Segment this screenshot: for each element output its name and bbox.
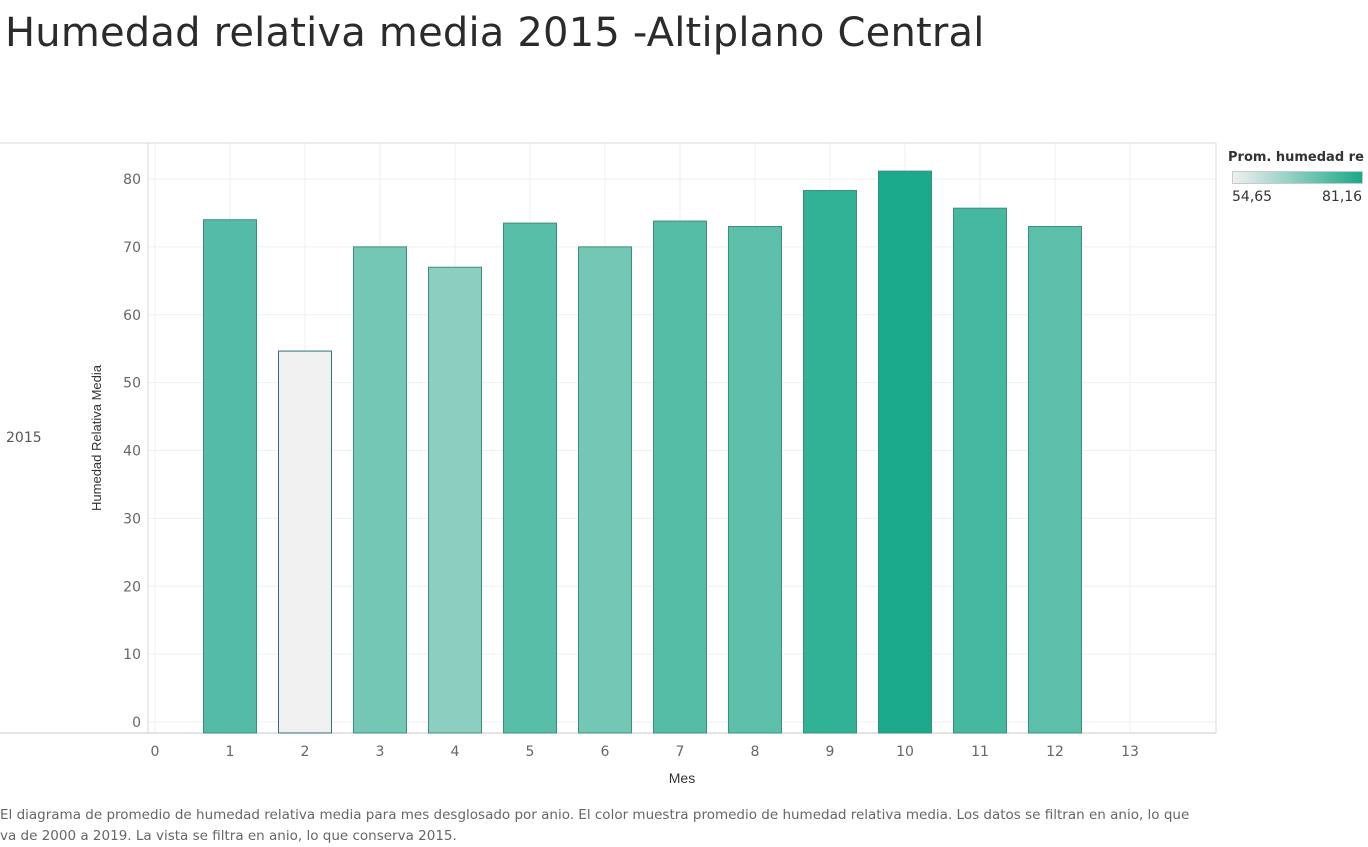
x-tick-label: 8 (751, 744, 760, 760)
x-tick-labels: 0 1 2 3 4 5 6 7 8 9 10 11 12 13 (151, 744, 1139, 760)
x-tick-label: 1 (226, 744, 235, 760)
page-title: Humedad relativa media 2015 -Altiplano C… (5, 10, 985, 56)
bar-mes-6[interactable] (578, 246, 632, 734)
y-tick-label: 0 (132, 715, 141, 731)
bar-mes-9[interactable] (803, 190, 857, 734)
bar-mes-1[interactable] (203, 219, 257, 734)
row-header-year: 2015 (6, 430, 42, 446)
y-axis-title: Humedad Relativa Media (89, 364, 104, 511)
y-tick-label: 40 (123, 444, 141, 460)
x-tick-label: 4 (451, 744, 460, 760)
bar-mes-10[interactable] (878, 170, 932, 734)
bar-mes-8[interactable] (728, 226, 782, 734)
x-tick-label: 0 (151, 744, 160, 760)
legend-title: Prom. humedad re.. (1228, 150, 1364, 165)
x-tick-label: 9 (826, 744, 835, 760)
y-tick-label: 60 (123, 308, 141, 324)
y-tick-labels: 0 10 20 30 40 50 60 70 80 (123, 172, 141, 731)
bar-mes-4[interactable] (428, 266, 482, 734)
bar-mes-2[interactable] (278, 350, 332, 734)
x-tick-label: 3 (376, 744, 385, 760)
x-tick-label: 13 (1121, 744, 1139, 760)
legend-min-label: 54,65 (1232, 189, 1273, 205)
x-tick-label: 7 (676, 744, 685, 760)
chart-caption: El diagrama de promedio de humedad relat… (0, 807, 1190, 844)
y-tick-label: 70 (123, 240, 141, 256)
bar-mes-11[interactable] (953, 207, 1007, 734)
x-tick-label: 2 (301, 744, 310, 760)
y-tick-label: 80 (123, 172, 141, 188)
y-tick-label: 50 (123, 376, 141, 392)
x-tick-label: 11 (971, 744, 989, 760)
x-tick-label: 10 (896, 744, 914, 760)
bar-mes-7[interactable] (653, 220, 707, 734)
x-tick-label: 12 (1046, 744, 1064, 760)
y-tick-label: 20 (123, 579, 141, 595)
y-tick-label: 30 (123, 511, 141, 527)
bar-mes-3[interactable] (353, 246, 407, 734)
y-tick-label: 10 (123, 647, 141, 663)
bar-mes-5[interactable] (503, 222, 557, 734)
bar-mes-12[interactable] (1028, 226, 1082, 734)
x-axis-title: Mes (669, 770, 695, 786)
x-tick-label: 6 (601, 744, 610, 760)
legend-max-label: 81,16 (1322, 189, 1363, 205)
legend-color-ramp (1232, 171, 1363, 184)
x-tick-label: 5 (526, 744, 535, 760)
bars (203, 170, 1082, 734)
